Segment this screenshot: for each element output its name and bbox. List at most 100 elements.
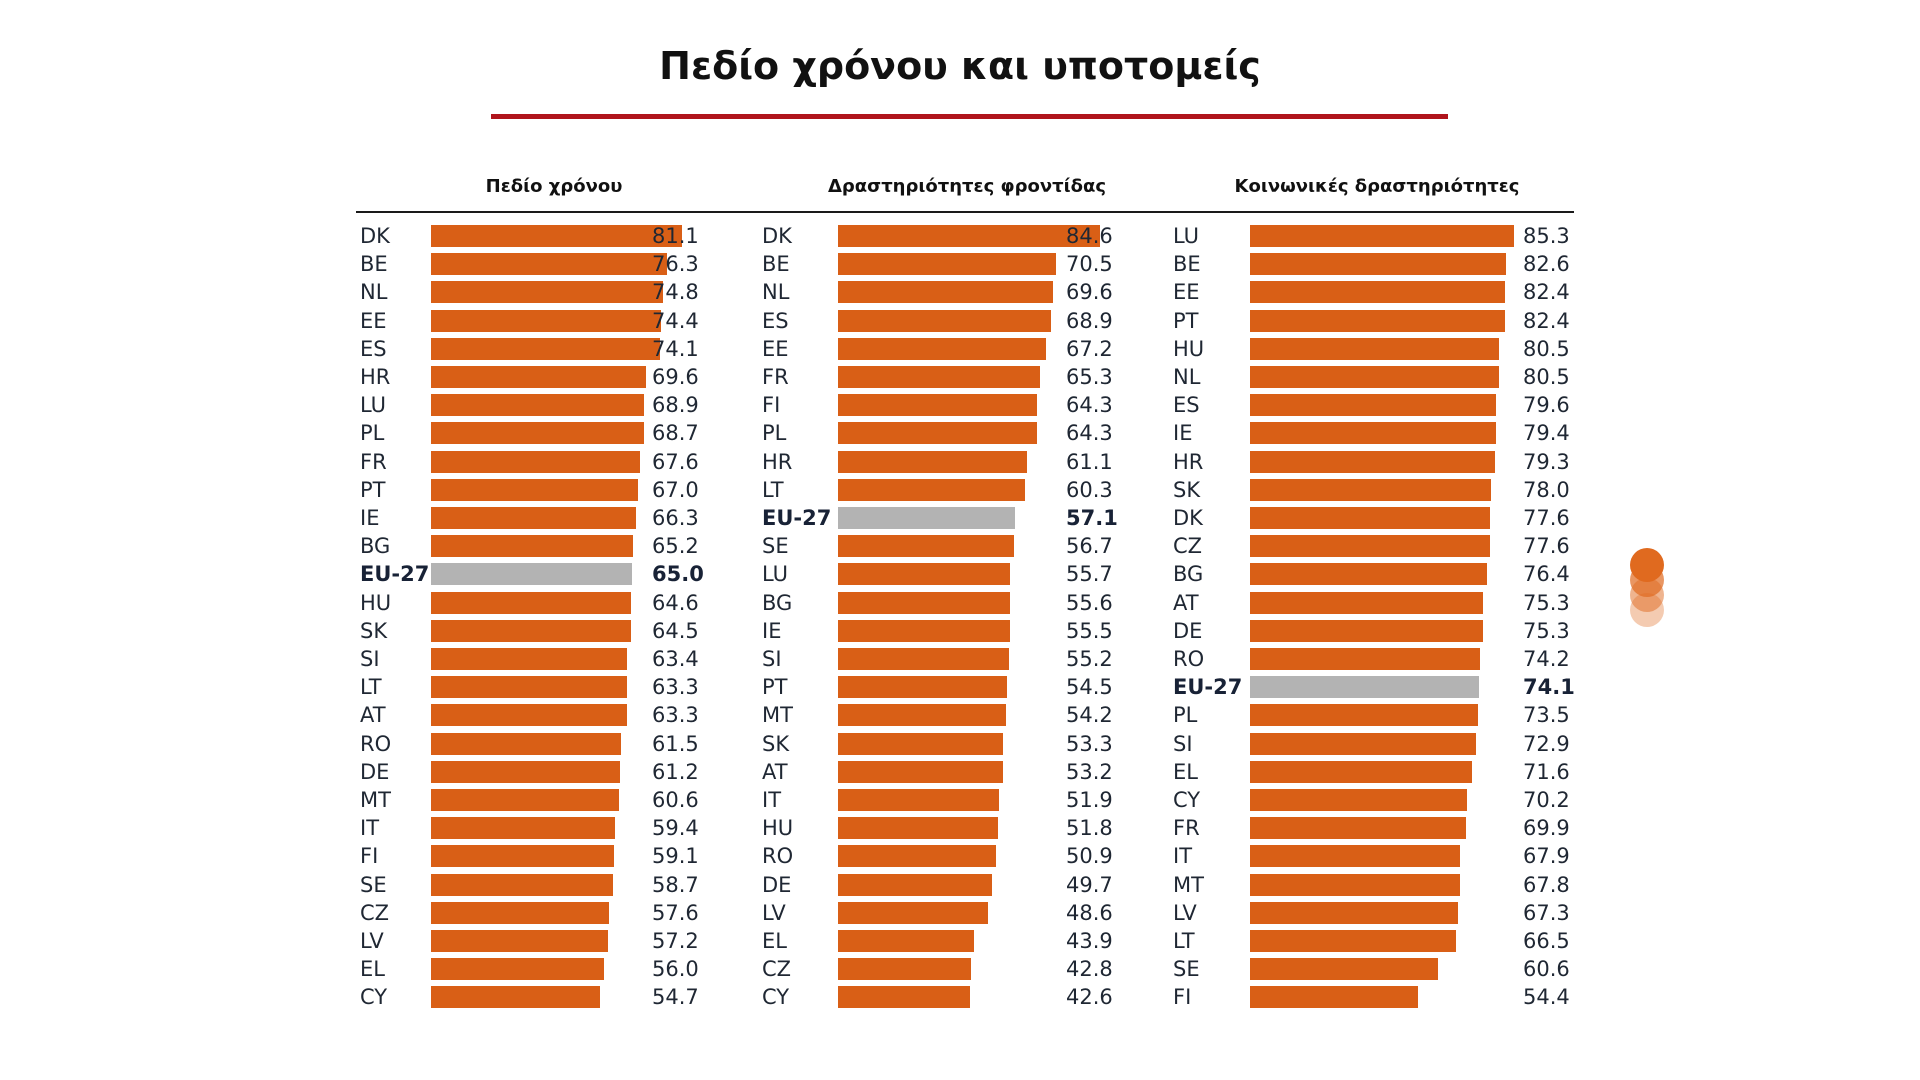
value-label: 67.0 <box>652 477 699 502</box>
value-label: 68.7 <box>652 421 699 446</box>
value-label: 65.3 <box>1066 365 1113 389</box>
bar <box>1250 817 1467 840</box>
value-label: 70.5 <box>1066 252 1113 277</box>
category-label: IE <box>360 506 380 530</box>
value-label: 75.3 <box>1523 590 1570 615</box>
value-label: 51.9 <box>1066 788 1113 812</box>
value-label: 74.1 <box>652 336 699 361</box>
category-label: EL <box>762 929 787 953</box>
bar <box>431 507 637 529</box>
value-label: 53.3 <box>1066 731 1113 756</box>
category-label: ES <box>360 336 387 361</box>
bar <box>1250 394 1497 417</box>
bar <box>838 845 996 868</box>
category-label: EU-27 <box>762 506 832 530</box>
page-title: Πεδίο χρόνου και υποτομείς <box>659 44 1261 88</box>
value-label: 63.4 <box>652 647 699 671</box>
value-label: 61.1 <box>1066 449 1113 474</box>
value-label: 79.6 <box>1523 393 1570 418</box>
bar <box>1250 507 1491 529</box>
value-label: 81.1 <box>652 224 699 248</box>
category-label: LT <box>1173 929 1195 953</box>
bar <box>838 450 1028 473</box>
bar <box>1250 958 1438 981</box>
category-label: HU <box>1173 336 1205 361</box>
category-label: HU <box>762 816 794 841</box>
bar <box>1250 309 1505 332</box>
bar <box>1250 760 1472 783</box>
value-label: 61.5 <box>652 731 699 756</box>
bar <box>431 648 628 670</box>
bar <box>431 394 645 417</box>
value-label: 69.6 <box>652 365 699 389</box>
category-label: BE <box>360 252 388 277</box>
value-label: 79.3 <box>1523 449 1570 474</box>
bar <box>838 873 992 896</box>
bar <box>838 676 1007 699</box>
category-label: FR <box>360 449 387 474</box>
bar <box>838 619 1010 642</box>
category-label: FR <box>762 365 789 389</box>
value-label: 85.3 <box>1523 224 1570 248</box>
bar <box>1250 845 1461 868</box>
category-label: LV <box>762 900 786 925</box>
category-label: FI <box>762 393 781 418</box>
value-label: 58.7 <box>652 872 699 897</box>
category-label: SK <box>360 618 388 643</box>
value-label: 78.0 <box>1523 477 1570 502</box>
value-label: 42.8 <box>1066 957 1113 982</box>
bar <box>838 648 1009 670</box>
category-label: SE <box>360 872 387 897</box>
category-label: IT <box>360 816 380 841</box>
category-label: DE <box>762 872 792 897</box>
bar <box>838 760 1003 783</box>
panel-title-care-activities: Δραστηριότητες φροντίδας <box>827 176 1107 197</box>
bar <box>431 253 668 276</box>
value-label: 79.4 <box>1523 421 1570 446</box>
category-label: DK <box>360 224 390 248</box>
bar <box>431 930 608 952</box>
bar <box>838 958 971 981</box>
value-label: 67.3 <box>1523 900 1570 925</box>
category-label: SE <box>762 534 789 559</box>
category-label: EE <box>360 308 387 333</box>
bar <box>431 817 615 840</box>
category-label: AT <box>1173 590 1199 615</box>
bar <box>431 450 641 473</box>
category-label: DK <box>762 224 792 248</box>
bar <box>431 732 622 755</box>
bar <box>838 281 1054 304</box>
category-label: RO <box>360 731 392 756</box>
bar <box>838 337 1046 360</box>
value-label: 72.9 <box>1523 731 1570 756</box>
bar <box>1250 337 1500 360</box>
bar <box>1250 901 1459 924</box>
value-label: 69.9 <box>1523 816 1570 841</box>
value-label: 63.3 <box>652 675 699 700</box>
category-label: PL <box>360 421 385 446</box>
value-label: 55.7 <box>1066 562 1113 587</box>
bar <box>838 422 1037 445</box>
category-label: SK <box>1173 477 1201 502</box>
category-label: CZ <box>1173 534 1203 559</box>
value-label: 61.2 <box>652 759 699 784</box>
eu27-average-bar <box>431 563 633 586</box>
decorative-dots-icon <box>1630 548 1664 627</box>
value-label: 80.5 <box>1523 365 1570 389</box>
value-label: 67.8 <box>1523 872 1570 897</box>
value-label: 64.5 <box>652 618 699 643</box>
bar <box>431 986 601 1009</box>
category-label: CZ <box>762 957 792 982</box>
category-label: PT <box>360 477 386 502</box>
value-label: 51.8 <box>1066 816 1113 841</box>
bar <box>431 789 619 811</box>
value-label: 60.6 <box>652 788 699 812</box>
value-label: 54.7 <box>652 985 699 1010</box>
value-label: 64.6 <box>652 590 699 615</box>
bar <box>838 817 999 840</box>
category-label: SK <box>762 731 790 756</box>
bar <box>838 986 970 1009</box>
category-label: CY <box>360 985 388 1010</box>
bar <box>431 478 639 501</box>
bar <box>838 591 1011 614</box>
